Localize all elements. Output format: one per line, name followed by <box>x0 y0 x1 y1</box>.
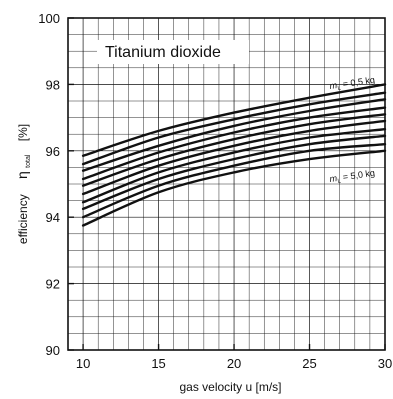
tick-labels: 10 15 20 25 30 90 92 94 96 98 100 <box>38 11 392 371</box>
y-tick-label: 98 <box>46 77 60 92</box>
annotation-symbol: m <box>329 173 338 184</box>
x-tick-label: 10 <box>76 356 90 371</box>
y-tick-label: 100 <box>38 11 60 26</box>
annotation-value: = 5,0 kg <box>340 168 376 183</box>
y-axis-label-subscript: total <box>25 154 32 168</box>
series-line <box>81 98 387 172</box>
series-line <box>81 83 387 157</box>
y-tick-label: 96 <box>46 144 60 159</box>
axis-ticks <box>68 17 386 351</box>
series-line <box>81 113 387 187</box>
chart-title: Titanium dioxide <box>105 44 221 61</box>
y-axis-label-symbol: η <box>14 171 30 179</box>
grid <box>68 18 385 350</box>
series-line <box>81 143 387 219</box>
x-tick-label: 25 <box>302 356 316 371</box>
y-tick-label: 90 <box>46 343 60 358</box>
y-axis-label: efficiency η total [%] <box>14 124 33 244</box>
series-line <box>81 91 387 166</box>
y-axis-label-text: efficiency <box>16 194 30 244</box>
annotation-text: mL = 5,0 kg <box>329 168 376 186</box>
x-axis-label: gas velocity u [m/s] <box>179 380 281 394</box>
annotation-subscript: L <box>337 85 342 91</box>
y-tick-label: 94 <box>46 210 60 225</box>
annotation-symbol: m <box>329 80 338 91</box>
annotation-text: mL = 0,5 kg <box>329 75 376 93</box>
annotation: mL = 0,5 kg <box>329 75 376 93</box>
series-line <box>81 106 387 181</box>
series-line <box>81 127 387 204</box>
x-tick-label: 15 <box>151 356 165 371</box>
x-tick-label: 30 <box>378 356 392 371</box>
annotation-value: = 0,5 kg <box>340 75 376 90</box>
plot-frame <box>67 17 386 351</box>
y-axis-label-unit: [%] <box>16 124 30 141</box>
x-tick-label: 20 <box>227 356 241 371</box>
annotation-subscript: L <box>337 178 342 184</box>
series-line <box>81 149 387 227</box>
series-line <box>81 119 387 196</box>
y-tick-label: 92 <box>46 277 60 292</box>
series-line <box>81 134 387 211</box>
annotation: mL = 5,0 kg <box>329 168 376 186</box>
series-lines <box>81 83 387 227</box>
title-box <box>97 40 249 64</box>
